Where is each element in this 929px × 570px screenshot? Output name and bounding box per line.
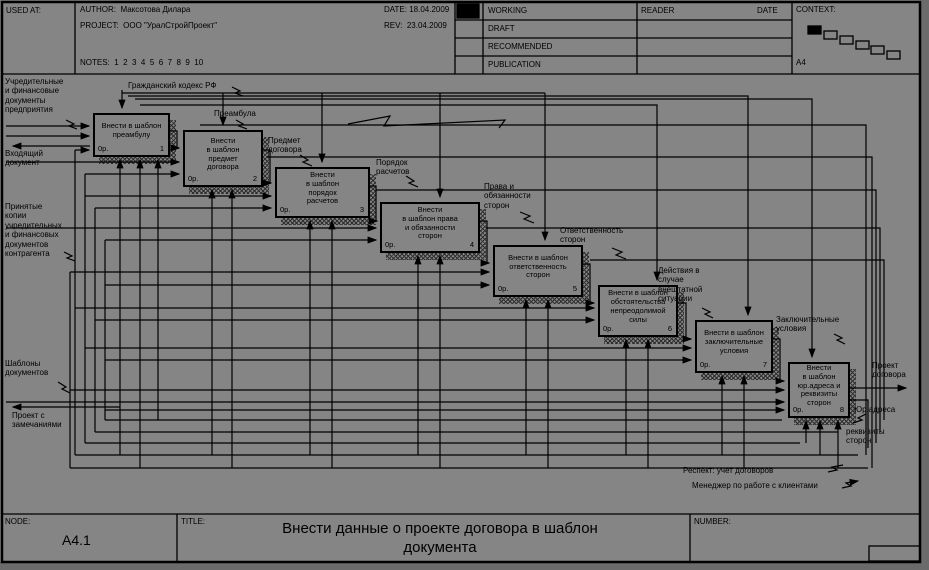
activity-label: Внести в шаблон заключительные условия — [704, 328, 764, 355]
activity-label: Внести в шаблон ответственность сторон — [508, 252, 568, 280]
status-working: WORKING — [488, 6, 528, 15]
date-label: DATE: — [384, 5, 407, 14]
activity-number: 5 — [572, 284, 577, 294]
activity-cost: 0р. — [188, 174, 199, 184]
arrow-label-zaklyuchitelnye-usloviya: Заключительные условия — [776, 315, 840, 334]
arrow-label-grazhdansky-kodeks: Гражданский кодекс РФ — [128, 81, 217, 90]
number-label: NUMBER: — [694, 517, 731, 526]
notes-row: NOTES: 1 2 3 4 5 6 7 8 9 10 — [80, 58, 203, 67]
diagram-title: Внести данные о проекте договора в шабло… — [282, 520, 598, 556]
date-col-label: DATE — [757, 6, 778, 15]
arrow-label-proekt-dogovora: Проект договора — [872, 361, 906, 380]
activity-label: Внести в шаблон обстоятельства непреодол… — [608, 288, 668, 324]
activity-cost: 0р. — [603, 324, 614, 334]
used-at-label: USED AT: — [6, 6, 41, 15]
arrow-label-yur-adresa: Юр.адреса — [854, 405, 896, 414]
arrow-label-predmet-dogovora: Предмет договора — [268, 136, 302, 155]
activity-number: 1 — [159, 144, 164, 154]
activity-box-2: Внести в шаблон предмет договора 0р. 2 — [183, 130, 263, 187]
rev-label: REV: — [384, 21, 403, 30]
notes-value: 1 2 3 4 5 6 7 8 9 10 — [114, 58, 204, 67]
activity-cost: 0р. — [385, 240, 396, 250]
activity-number: 2 — [252, 174, 257, 184]
arrow-label-rekvizity-storon: реквизиты сторон — [846, 427, 885, 446]
activity-number: 6 — [667, 324, 672, 334]
activity-label: Внести в шаблон предмет договора — [206, 135, 240, 172]
arrow-network — [6, 86, 908, 489]
arrow-label-menedzher-po-rabote: Менеджер по работе с клиентами — [692, 481, 818, 490]
context-page-label: A4 — [796, 58, 806, 67]
activity-cost: 0р. — [700, 360, 711, 370]
activity-number: 8 — [839, 405, 844, 415]
activity-cost: 0р. — [793, 405, 804, 415]
status-draft: DRAFT — [488, 24, 515, 33]
activity-number: 3 — [359, 205, 364, 215]
activity-label: Внести в шаблон порядок расчетов — [306, 169, 339, 206]
status-recommended: RECOMMENDED — [488, 42, 553, 51]
project-row: PROJECT: ООО "УралСтройПроект" — [80, 21, 217, 30]
reader-label: READER — [641, 6, 675, 15]
activity-box-8: Внести в шаблон юр.адреса и реквизиты ст… — [788, 362, 850, 418]
author-row: AUTHOR: Максотова Дилара — [80, 5, 190, 14]
arrow-label-deystviya-vneshtatnoy: Действия в случае внештатной ситуации — [658, 266, 703, 304]
arrow-label-vhodyashchiy-dokument: Входящий документ — [5, 149, 43, 168]
author-label: AUTHOR: — [80, 5, 116, 14]
rev-row: REV: 23.04.2009 — [384, 21, 447, 30]
activity-number: 7 — [762, 360, 767, 370]
date-value: 18.04.2009 — [409, 5, 450, 14]
notes-label: NOTES: — [80, 58, 110, 67]
project-value: ООО "УралСтройПроект" — [123, 21, 218, 30]
activity-box-1: Внести в шаблон преамбулу 0р. 1 — [93, 113, 170, 157]
rev-value: 23.04.2009 — [406, 21, 447, 30]
activity-label: Внести в шаблон права и обязанности стор… — [402, 204, 458, 241]
date-row: DATE: 18.04.2009 — [384, 5, 449, 14]
title-label: TITLE: — [181, 517, 206, 526]
activity-box-4: Внести в шаблон права и обязанности стор… — [380, 202, 480, 253]
activity-label: Внести в шаблон юр.адреса и реквизиты ст… — [797, 362, 841, 408]
activity-box-7: Внести в шаблон заключительные условия 0р… — [695, 320, 773, 373]
status-publication: PUBLICATION — [488, 60, 541, 69]
activity-cost: 0р. — [280, 205, 291, 215]
arrow-label-proekt-s-zamechaniyami: Проект с замечаниями — [12, 411, 62, 430]
arrow-label-shablony-dokumentov: Шаблоны документов — [5, 359, 49, 378]
arrow-label-uchreditelnye-dokumenty: Учредительные и финансовые документы пре… — [5, 77, 64, 115]
arrow-label-prinyatye-kopii: Принятые копии учредительных и финансовы… — [5, 202, 62, 259]
activity-number: 4 — [469, 240, 474, 250]
activity-box-3: Внести в шаблон порядок расчетов 0р. 3 — [275, 167, 370, 218]
activity-box-6: Внести в шаблон обстоятельства непреодол… — [598, 285, 678, 337]
activity-cost: 0р. — [498, 284, 509, 294]
arrow-label-prava-i-obyazannosti: Права и обязанности сторон — [484, 182, 531, 210]
node-label: NODE: — [5, 517, 31, 526]
activity-label: Внести в шаблон преамбулу — [101, 121, 162, 139]
activity-box-5: Внести в шаблон ответственность сторон 0р… — [493, 245, 583, 297]
activity-cost: 0р. — [98, 144, 109, 154]
context-label: CONTEXT: — [796, 5, 836, 14]
arrow-label-poryadok-raschetov: Порядок расчетов — [376, 158, 410, 177]
project-label: PROJECT: — [80, 21, 119, 30]
arrow-label-respekt-uchet-dogovorov: Респект: учет договоров — [683, 466, 774, 475]
author-value: Максотова Дилара — [120, 5, 191, 14]
arrow-label-otvetstvennost-storon: Ответственность сторон — [560, 226, 624, 245]
arrow-label-preambula: Преамбула — [214, 109, 256, 118]
node-value: A4.1 — [62, 532, 91, 548]
